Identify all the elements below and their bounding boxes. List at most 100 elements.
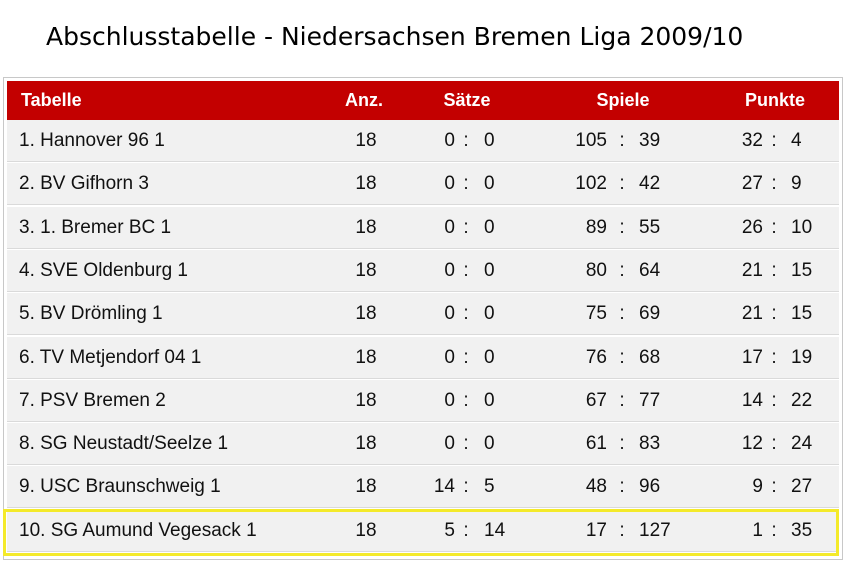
header-matches: Anz. bbox=[345, 90, 383, 110]
table-row: 5. BV Drömling 1 18 0:0 75:69 21:15 bbox=[7, 293, 839, 336]
team-name: 8. SG Neustadt/Seelze 1 bbox=[19, 433, 229, 455]
sets-separator: : bbox=[463, 346, 469, 368]
games-separator: : bbox=[619, 519, 625, 541]
games-against: 127 bbox=[639, 519, 671, 541]
matches-played: 18 bbox=[355, 259, 377, 281]
games-separator: : bbox=[619, 259, 625, 281]
sets-for: 0 bbox=[444, 433, 455, 455]
matches-played: 18 bbox=[355, 130, 377, 151]
points-separator: : bbox=[771, 476, 777, 498]
matches-played: 18 bbox=[355, 476, 377, 498]
games-separator: : bbox=[619, 346, 625, 368]
games-for: 105 bbox=[575, 130, 607, 151]
points-against: 15 bbox=[791, 303, 813, 325]
sets-for: 0 bbox=[444, 259, 455, 281]
sets-against: 0 bbox=[484, 389, 495, 411]
points-for: 17 bbox=[741, 346, 763, 368]
games-against: 55 bbox=[639, 216, 661, 238]
matches-played: 18 bbox=[355, 216, 377, 238]
sets-for: 0 bbox=[444, 346, 455, 368]
table-row: 4. SVE Oldenburg 1 18 0:0 80:64 21:15 bbox=[7, 249, 839, 292]
sets-against: 0 bbox=[484, 173, 495, 195]
points-for: 26 bbox=[741, 216, 763, 238]
points-separator: : bbox=[771, 130, 777, 151]
points-for: 12 bbox=[741, 433, 763, 455]
table-row: 2. BV Gifhorn 3 18 0:0 102:42 27:9 bbox=[7, 163, 839, 206]
games-for: 89 bbox=[585, 216, 607, 238]
matches-played: 18 bbox=[355, 303, 377, 325]
games-for: 61 bbox=[585, 433, 607, 455]
points-separator: : bbox=[771, 259, 777, 281]
sets-against: 0 bbox=[484, 259, 495, 281]
table-row: 10. SG Aumund Vegesack 1 18 5:14 17:127 1:35 bbox=[7, 509, 839, 552]
matches-played: 18 bbox=[355, 346, 377, 368]
points-against: 35 bbox=[791, 519, 813, 541]
header-sets: Sätze bbox=[443, 90, 491, 110]
team-name: 9. USC Braunschweig 1 bbox=[19, 476, 221, 498]
points-against: 24 bbox=[791, 433, 813, 455]
points-separator: : bbox=[771, 519, 777, 541]
team-name: 7. PSV Bremen 2 bbox=[19, 389, 166, 411]
games-for: 17 bbox=[585, 519, 607, 541]
points-against: 9 bbox=[791, 173, 802, 195]
points-against: 15 bbox=[791, 259, 813, 281]
team-name: 5. BV Drömling 1 bbox=[19, 303, 163, 325]
matches-played: 18 bbox=[355, 433, 377, 455]
games-against: 69 bbox=[639, 303, 661, 325]
sets-for: 0 bbox=[444, 389, 455, 411]
games-separator: : bbox=[619, 173, 625, 195]
points-against: 22 bbox=[791, 389, 813, 411]
games-separator: : bbox=[619, 433, 625, 455]
matches-played: 18 bbox=[355, 519, 377, 541]
sets-against: 0 bbox=[484, 303, 495, 325]
team-name: 6. TV Metjendorf 04 1 bbox=[19, 346, 202, 368]
table-row: 8. SG Neustadt/Seelze 1 18 0:0 61:83 12:24 bbox=[7, 423, 839, 466]
table-row: 7. PSV Bremen 2 18 0:0 67:77 14:22 bbox=[7, 379, 839, 422]
header-team: Tabelle bbox=[21, 90, 82, 110]
team-name: 10. SG Aumund Vegesack 1 bbox=[19, 519, 257, 541]
sets-separator: : bbox=[463, 259, 469, 281]
sets-separator: : bbox=[463, 130, 469, 151]
sets-against: 0 bbox=[484, 216, 495, 238]
games-for: 80 bbox=[585, 259, 607, 281]
sets-separator: : bbox=[463, 173, 469, 195]
team-name: 3. 1. Bremer BC 1 bbox=[19, 216, 172, 238]
games-for: 75 bbox=[585, 303, 607, 325]
games-separator: : bbox=[619, 389, 625, 411]
sets-for: 14 bbox=[433, 476, 455, 498]
games-against: 77 bbox=[639, 389, 661, 411]
games-against: 64 bbox=[639, 259, 661, 281]
sets-for: 5 bbox=[444, 519, 455, 541]
matches-played: 18 bbox=[355, 389, 377, 411]
team-name: 2. BV Gifhorn 3 bbox=[19, 173, 149, 195]
points-separator: : bbox=[771, 216, 777, 238]
points-against: 27 bbox=[791, 476, 813, 498]
games-for: 76 bbox=[585, 346, 607, 368]
points-against: 10 bbox=[791, 216, 813, 238]
games-against: 39 bbox=[639, 130, 661, 151]
points-against: 4 bbox=[791, 130, 802, 151]
sets-against: 14 bbox=[484, 519, 506, 541]
table-row: 1. Hannover 96 1 18 0:0 105:39 32:4 bbox=[7, 120, 839, 162]
sets-separator: : bbox=[463, 476, 469, 498]
games-against: 42 bbox=[639, 173, 661, 195]
points-separator: : bbox=[771, 303, 777, 325]
games-for: 102 bbox=[575, 173, 607, 195]
sets-against: 0 bbox=[484, 346, 495, 368]
page-title: Abschlusstabelle - Niedersachsen Bremen … bbox=[46, 22, 744, 51]
games-separator: : bbox=[619, 216, 625, 238]
sets-for: 0 bbox=[444, 130, 455, 151]
sets-separator: : bbox=[463, 389, 469, 411]
games-separator: : bbox=[619, 476, 625, 498]
table-row: 9. USC Braunschweig 1 18 14:5 48:96 9:27 bbox=[7, 466, 839, 509]
standings-table: Tabelle Anz. Sätze Spiele Punkte 1. Hann… bbox=[3, 77, 843, 560]
sets-separator: : bbox=[463, 433, 469, 455]
points-for: 14 bbox=[741, 389, 763, 411]
header-games: Spiele bbox=[596, 90, 650, 110]
games-separator: : bbox=[619, 303, 625, 325]
games-against: 96 bbox=[639, 476, 661, 498]
games-against: 83 bbox=[639, 433, 661, 455]
table-header: Tabelle Anz. Sätze Spiele Punkte bbox=[7, 81, 839, 120]
points-for: 21 bbox=[741, 303, 763, 325]
header-points: Punkte bbox=[744, 90, 805, 110]
